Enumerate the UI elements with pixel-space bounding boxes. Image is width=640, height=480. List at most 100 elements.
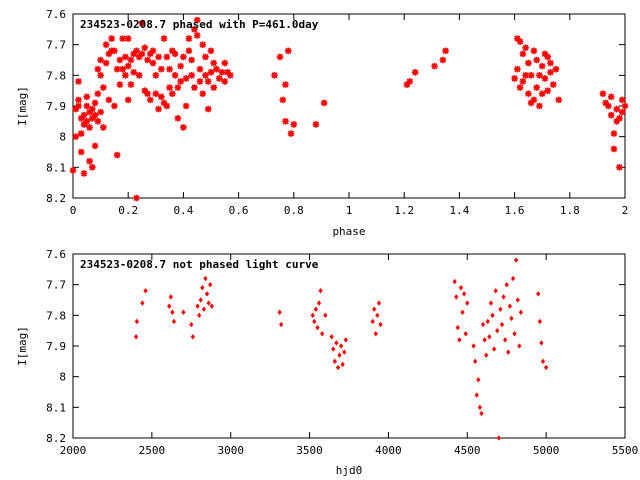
data-point: [94, 90, 102, 98]
data-point: [124, 62, 132, 70]
y-tick-label: 7.7: [46, 279, 66, 292]
data-point: [91, 99, 99, 107]
data-point: [610, 130, 618, 137]
data-point: [496, 435, 501, 441]
data-point: [490, 312, 495, 319]
data-point: [200, 285, 205, 291]
y-tick-label: 8.1: [46, 161, 66, 174]
data-point: [487, 334, 492, 340]
data-point: [146, 96, 154, 104]
data-point: [616, 114, 623, 122]
x-tick-label: 5000: [533, 444, 560, 457]
data-point: [191, 26, 198, 33]
data-point: [105, 50, 113, 58]
data-points: [133, 257, 549, 441]
data-point: [206, 300, 211, 306]
data-point: [439, 56, 447, 64]
data-point: [279, 321, 284, 328]
data-point: [516, 84, 524, 91]
data-point: [180, 53, 187, 61]
data-point: [197, 312, 202, 319]
data-point: [316, 300, 322, 306]
x-tick-label: 3500: [296, 444, 323, 457]
data-point: [552, 65, 560, 73]
data-point: [522, 72, 529, 79]
data-point: [442, 47, 449, 55]
plot-frame: [72, 253, 626, 439]
data-point: [618, 96, 626, 104]
data-point: [485, 318, 490, 325]
data-point: [198, 297, 203, 303]
data-points: [69, 16, 629, 202]
data-point: [174, 84, 182, 91]
data-point: [312, 318, 317, 325]
data-point: [152, 72, 160, 79]
data-point: [182, 75, 190, 82]
data-point: [177, 62, 184, 70]
data-point: [457, 337, 462, 343]
data-point: [536, 102, 543, 110]
data-point: [119, 65, 126, 73]
data-point: [185, 47, 193, 55]
unphased-light-curve-panel: 2000 2500 3000 3500 4000 4500 5000 5500 7.6 7.7 7.…: [16, 248, 638, 477]
data-point: [83, 102, 91, 110]
data-point: [555, 96, 563, 104]
data-point: [544, 87, 552, 94]
data-point: [318, 288, 323, 294]
data-point: [91, 111, 99, 119]
data-point: [498, 306, 503, 312]
data-point: [202, 53, 209, 61]
data-point: [607, 93, 615, 101]
data-point: [618, 108, 626, 116]
data-point: [215, 75, 223, 82]
data-point: [465, 300, 470, 306]
data-point: [201, 306, 207, 312]
data-point: [599, 90, 607, 98]
data-point: [149, 47, 157, 55]
data-point: [517, 343, 522, 349]
y-tick-label: 7.6: [46, 248, 66, 261]
data-point: [91, 142, 99, 150]
data-point: [519, 78, 527, 85]
data-point: [195, 303, 200, 309]
data-point: [158, 65, 165, 73]
data-point: [312, 121, 320, 128]
data-point: [152, 90, 160, 98]
data-point: [166, 84, 173, 91]
data-point: [310, 312, 315, 319]
data-point: [158, 93, 165, 101]
data-point: [610, 145, 618, 153]
data-point: [122, 72, 129, 79]
data-point: [169, 90, 176, 98]
data-point: [188, 72, 195, 79]
x-tick-label: 0.8: [284, 204, 304, 217]
data-point: [116, 56, 124, 64]
data-point: [135, 53, 143, 61]
data-point: [135, 72, 143, 79]
data-point: [378, 321, 383, 328]
data-point: [86, 108, 93, 116]
data-point: [602, 99, 609, 107]
data-point: [613, 105, 621, 113]
data-point: [512, 331, 517, 337]
data-point: [533, 84, 540, 91]
data-point: [488, 300, 494, 306]
data-point: [547, 59, 554, 67]
data-point: [538, 62, 546, 70]
data-point: [527, 72, 535, 79]
data-point: [146, 50, 154, 58]
data-point: [282, 81, 289, 88]
data-point: [134, 318, 140, 325]
data-point: [313, 306, 319, 312]
data-point: [370, 318, 375, 325]
data-point: [111, 102, 118, 110]
data-point: [133, 334, 139, 340]
data-point: [89, 164, 96, 171]
data-point: [544, 53, 552, 61]
phased-light-curve-panel: 0 0.2 0.4 0.6 0.8 1 1.2 1.4 1.6 1.8 2 7.6 7.7 7.8 7.9 8…: [16, 8, 628, 238]
data-point: [516, 38, 524, 45]
data-point: [213, 65, 220, 73]
data-point: [515, 297, 520, 303]
data-point: [607, 111, 615, 119]
data-point: [188, 56, 195, 64]
